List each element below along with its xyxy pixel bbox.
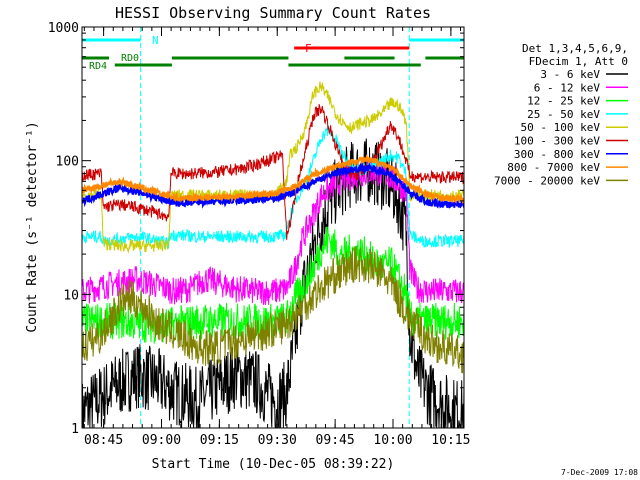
- x-axis-label: Start Time (10-Dec-05 08:39:22): [152, 457, 395, 472]
- legend-label-9: 7000 - 20000 keV: [494, 174, 600, 187]
- legend-label-3: 12 - 25 keV: [527, 95, 600, 108]
- series-line-6: [82, 104, 464, 240]
- series-line-2: [82, 160, 464, 306]
- legend-label-6: 100 - 300 keV: [514, 135, 600, 148]
- footer-date: 7-Dec-2009 17:08: [561, 468, 638, 477]
- x-tick-label-3: 09:15: [200, 433, 239, 448]
- x-tick-label-7: 10:15: [431, 433, 470, 448]
- y-tick-label-3: 100: [56, 155, 79, 170]
- y-tick-label-2: 10: [63, 288, 79, 303]
- plot-area: N F RD0 RD4: [82, 27, 464, 428]
- legend-label-2: 6 - 12 keV: [534, 81, 601, 94]
- legend-label-8: 800 - 7000 keV: [507, 161, 600, 174]
- x-tick-label-4: 09:30: [258, 433, 297, 448]
- series-line-1: [82, 138, 464, 428]
- chart-title: HESSI Observing Summary Count Rates: [115, 4, 431, 22]
- series-line-7: [82, 161, 464, 210]
- legend-header-1: Det 1,3,4,5,6,9,: [522, 42, 628, 55]
- plot-frame: [81, 26, 465, 429]
- legend-label-1: 3 - 6 keV: [540, 68, 600, 81]
- legend-label-7: 300 - 800 keV: [514, 148, 600, 161]
- x-tick-label-6: 10:00: [373, 433, 412, 448]
- legend-header-2: FDecim 1, Att 0: [529, 55, 628, 68]
- series-line-8: [82, 154, 464, 205]
- y-tick-label-4: 1000: [48, 21, 79, 36]
- legend: Det 1,3,4,5,6,9,FDecim 1, Att 03 - 6 keV…: [494, 42, 628, 187]
- y-axis-label: Count Rate (s⁻¹ detector⁻¹): [25, 121, 40, 332]
- series-line-4: [82, 124, 464, 249]
- series-line-9: [82, 246, 464, 374]
- x-tick-label-1: 08:45: [84, 433, 123, 448]
- legend-label-5: 50 - 100 keV: [521, 121, 601, 134]
- y-tick-label-1: 1: [71, 422, 79, 437]
- x-tick-label-5: 09:45: [316, 433, 355, 448]
- flag-label-rd0: RD0: [121, 53, 139, 64]
- flag-label-f: F: [305, 42, 312, 55]
- legend-label-4: 25 - 50 keV: [527, 108, 600, 121]
- x-tick-label-2: 09:00: [142, 433, 181, 448]
- flag-label-n: N: [152, 34, 159, 47]
- plot-clipped-group: [82, 27, 464, 428]
- flag-label-rd4: RD4: [89, 61, 107, 72]
- axes: 1 10 100 1000 08:45 09:00 09:15 09:30 09:45 10:00…: [48, 21, 471, 448]
